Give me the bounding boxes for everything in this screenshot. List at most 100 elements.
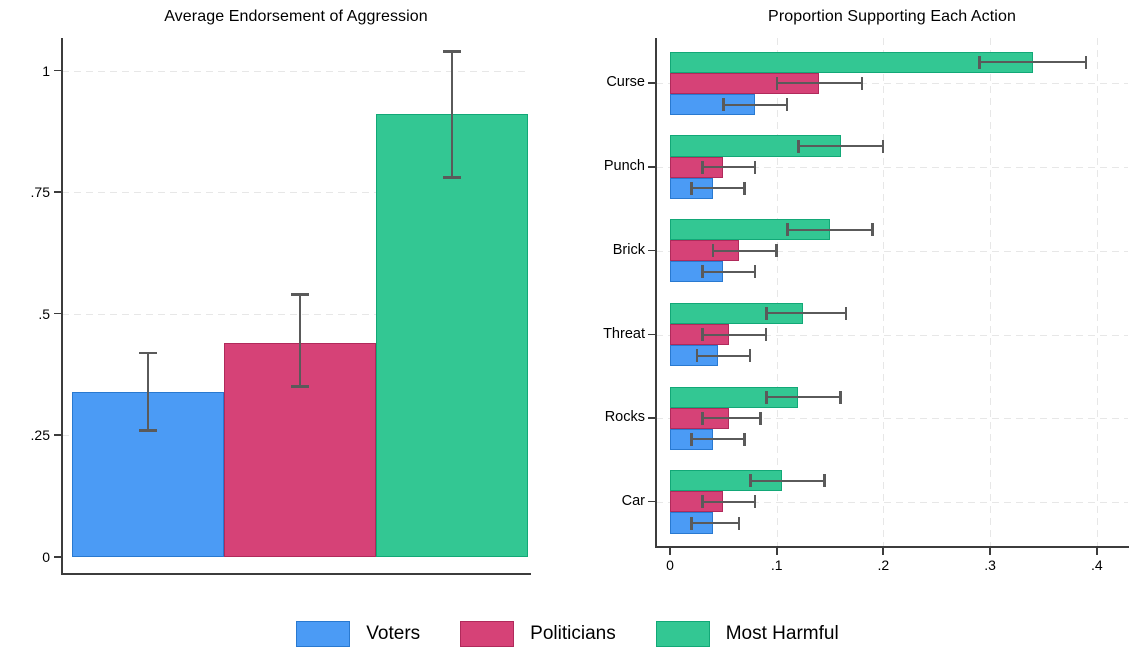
x-tick-mark bbox=[775, 548, 778, 555]
error-bar-line bbox=[787, 228, 873, 231]
error-bar-cap bbox=[860, 76, 864, 90]
error-bar-cap bbox=[844, 306, 848, 320]
y-axis-line bbox=[61, 38, 63, 575]
legend-label: Most Harmful bbox=[725, 622, 839, 644]
x-tick-label: .4 bbox=[1090, 557, 1103, 573]
error-bar-cap bbox=[690, 181, 693, 195]
error-bar-cap bbox=[765, 306, 768, 320]
legend-item: Voters bbox=[296, 620, 420, 647]
legend: Voters Politicians Most Harmful bbox=[0, 600, 1135, 667]
error-bar-cap bbox=[775, 244, 778, 258]
x-tick-mark bbox=[669, 548, 671, 555]
error-bar-cap bbox=[749, 474, 752, 488]
error-bar-cap bbox=[695, 349, 699, 363]
legend-label: Politicians bbox=[530, 622, 616, 644]
category-tick-label: Brick bbox=[612, 241, 645, 258]
legend-item: Politicians bbox=[460, 620, 616, 647]
error-bar-line bbox=[691, 522, 740, 524]
error-bar-line bbox=[691, 438, 745, 441]
error-bar-cap bbox=[690, 432, 693, 446]
y-tick-mark bbox=[54, 556, 62, 558]
grid-line bbox=[62, 313, 530, 315]
error-bar-line bbox=[979, 61, 1087, 64]
category-tick-mark bbox=[648, 249, 656, 252]
x-tick-mark bbox=[989, 548, 992, 555]
error-bar-cap bbox=[701, 411, 704, 425]
error-bar-cap bbox=[797, 139, 800, 153]
legend-swatch-most_harmful bbox=[655, 620, 710, 647]
x-axis-line bbox=[655, 546, 1129, 548]
right-chart-panel: Proportion Supporting Each Action Curse P… bbox=[565, 0, 1135, 600]
error-bar-cap bbox=[743, 181, 746, 195]
y-tick-mark bbox=[54, 69, 62, 71]
y-tick-mark bbox=[54, 434, 62, 436]
error-bar-line bbox=[451, 51, 453, 178]
legend-item: Most Harmful bbox=[655, 620, 839, 647]
error-bar-cap bbox=[711, 244, 715, 258]
y-tick-label: 0 bbox=[42, 549, 50, 565]
y-tick-mark bbox=[54, 191, 62, 193]
y-tick-label: .25 bbox=[30, 427, 50, 444]
y-tick-label: .5 bbox=[38, 305, 50, 322]
grid-line bbox=[656, 501, 1128, 503]
error-bar-line bbox=[766, 312, 847, 315]
error-bar-cap bbox=[753, 265, 757, 279]
x-axis-line bbox=[61, 573, 531, 575]
grid-line bbox=[62, 70, 530, 72]
x-tick-mark bbox=[1095, 548, 1098, 555]
left-chart-title: Average Endorsement of Aggression bbox=[164, 8, 428, 25]
error-bar-cap bbox=[871, 223, 874, 237]
right-chart-title: Proportion Supporting Each Action bbox=[768, 8, 1016, 25]
grid-line bbox=[990, 38, 992, 546]
error-bar-line bbox=[798, 145, 884, 147]
error-bar-cap bbox=[701, 328, 704, 341]
error-bar-cap bbox=[775, 76, 779, 90]
grid-line bbox=[776, 38, 778, 546]
error-bar-cap bbox=[753, 495, 757, 509]
error-bar-cap bbox=[139, 429, 157, 432]
y-tick-label: .75 bbox=[30, 184, 50, 201]
category-tick-label: Curse bbox=[606, 74, 645, 91]
grid-line bbox=[656, 334, 1128, 336]
error-bar-line bbox=[702, 166, 756, 169]
error-bar-line bbox=[702, 333, 767, 336]
category-tick-label: Punch bbox=[603, 158, 645, 175]
error-bar-cap bbox=[722, 98, 725, 111]
error-bar-cap bbox=[748, 349, 752, 363]
x-tick-label: .3 bbox=[984, 557, 996, 573]
error-bar-line bbox=[696, 354, 751, 357]
error-bar-cap bbox=[737, 516, 741, 530]
y-axis-line bbox=[655, 38, 657, 548]
bar-most_harmful bbox=[376, 114, 528, 557]
grid-line bbox=[883, 38, 885, 546]
error-bar-line bbox=[723, 103, 788, 106]
error-bar-cap bbox=[765, 390, 768, 404]
error-bar-line bbox=[750, 479, 825, 482]
error-bar-cap bbox=[881, 139, 885, 153]
x-tick-label: .1 bbox=[770, 557, 783, 573]
error-bar-cap bbox=[978, 55, 981, 69]
x-tick-label: .2 bbox=[877, 557, 890, 573]
error-bar-cap bbox=[291, 293, 309, 296]
category-tick-label: Rocks bbox=[604, 409, 645, 426]
category-tick-mark bbox=[648, 166, 656, 168]
error-bar-cap bbox=[839, 390, 842, 404]
error-bar-line bbox=[702, 417, 761, 420]
error-bar-cap bbox=[701, 495, 704, 509]
error-bar-cap bbox=[701, 160, 704, 174]
error-bar-cap bbox=[1084, 55, 1088, 69]
legend-swatch-voters bbox=[296, 620, 351, 647]
grid-line bbox=[656, 418, 1128, 420]
category-tick-mark bbox=[648, 333, 656, 335]
category-tick-label: Car bbox=[621, 492, 645, 509]
grid-line bbox=[1096, 38, 1098, 546]
error-bar-cap bbox=[701, 265, 704, 279]
y-tick-label: 1 bbox=[42, 62, 50, 79]
y-tick-mark bbox=[54, 312, 62, 315]
x-tick-mark bbox=[882, 548, 885, 555]
error-bar-cap bbox=[785, 98, 789, 111]
category-tick-mark bbox=[648, 417, 656, 419]
error-bar-line bbox=[702, 500, 756, 503]
category-tick-label: Threat bbox=[603, 325, 645, 342]
x-tick-label: 0 bbox=[666, 557, 674, 573]
